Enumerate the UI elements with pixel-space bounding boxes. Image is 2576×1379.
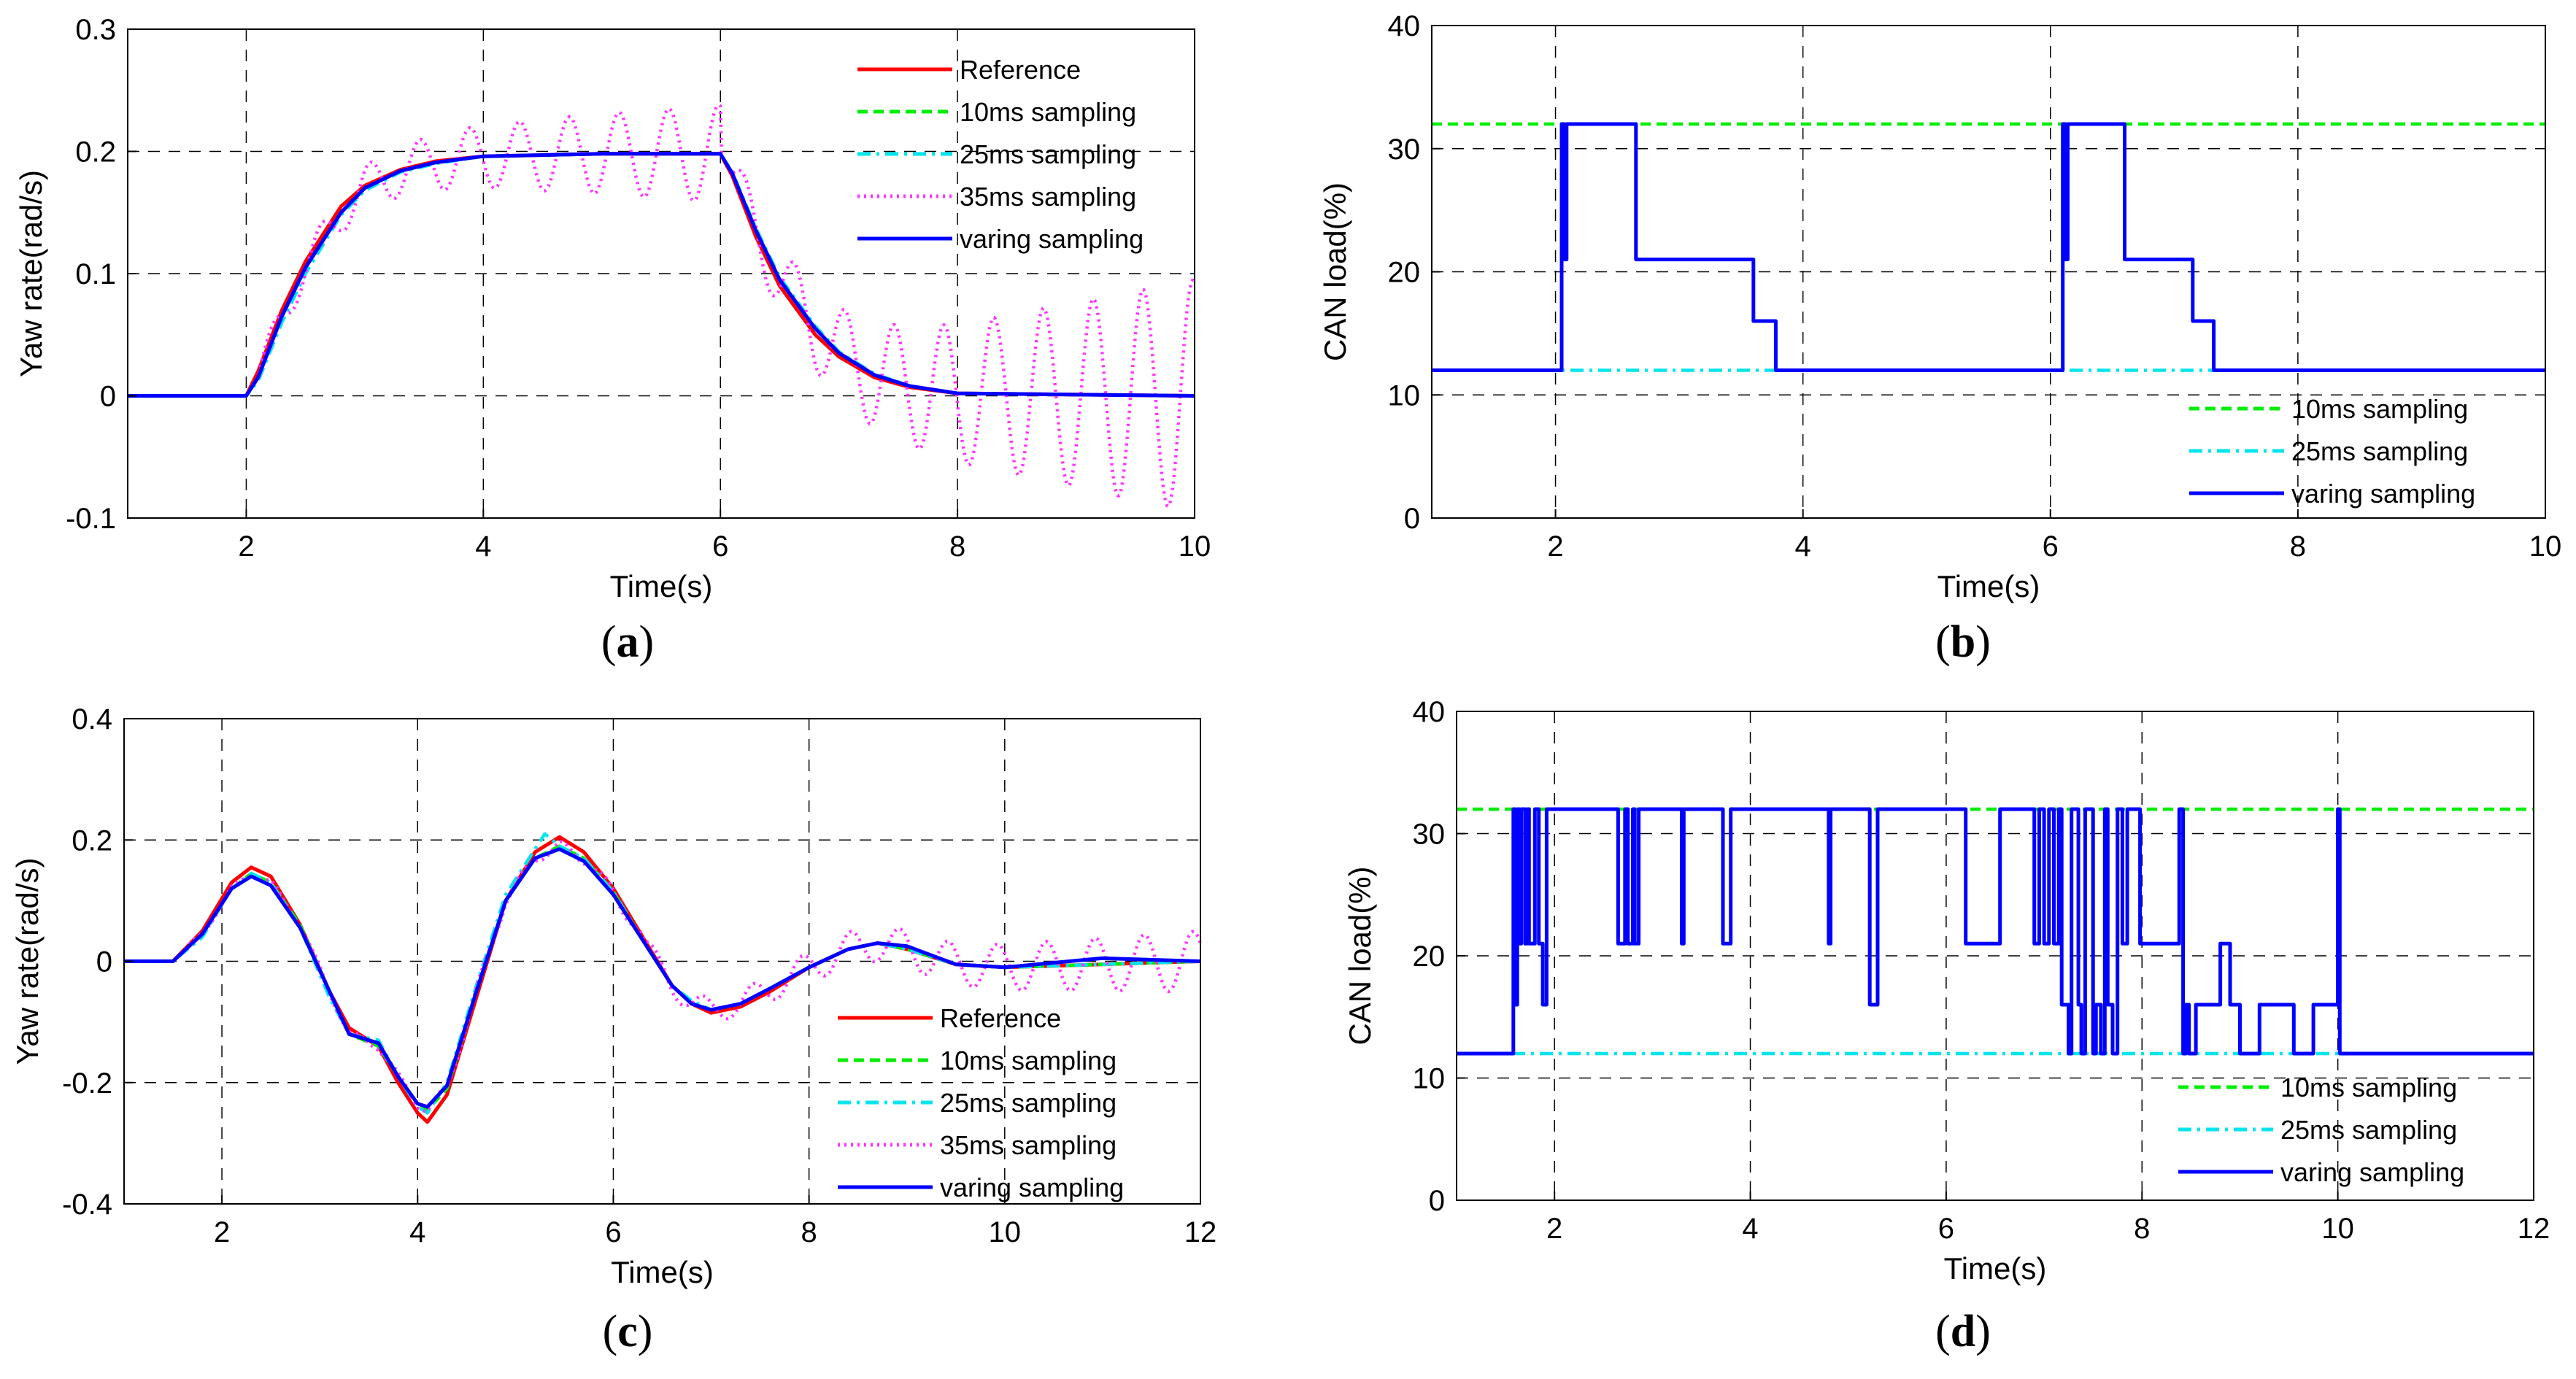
x-tick-label: 4	[475, 530, 491, 563]
legend-entry: 10ms sampling	[960, 97, 1136, 127]
y-axis-label: Yaw rate(rad/s)	[10, 858, 45, 1065]
x-tick-label: 4	[409, 1216, 425, 1248]
x-tick-label: 10	[989, 1216, 1022, 1248]
y-tick-label: 0.1	[75, 258, 116, 290]
x-tick-label: 4	[1795, 530, 1811, 563]
y-tick-label: 0.2	[72, 824, 112, 857]
legend-entry: 10ms sampling	[940, 1046, 1117, 1075]
panel-label: (b)	[1935, 617, 1991, 667]
x-tick-label: 12	[2518, 1213, 2550, 1245]
y-axis-label: Yaw rate(rad/s)	[14, 170, 48, 377]
x-axis-label: Time(s)	[1944, 1251, 2047, 1286]
legend-entry: Reference	[940, 1003, 1061, 1033]
y-tick-label: 0.3	[75, 14, 116, 46]
legend-entry: 25ms sampling	[940, 1088, 1117, 1118]
y-tick-label: 0	[1429, 1185, 1445, 1217]
y-tick-label: 30	[1388, 134, 1421, 166]
legend-entry: 10ms sampling	[2291, 394, 2468, 424]
y-tick-label: 20	[1388, 257, 1421, 289]
x-tick-label: 8	[2290, 530, 2306, 563]
y-tick-label: 0.4	[72, 703, 112, 735]
y-tick-label: 0	[1404, 503, 1420, 535]
x-tick-label: 10	[2529, 530, 2562, 563]
x-tick-label: 2	[238, 530, 254, 563]
legend-entry: 10ms sampling	[2280, 1073, 2457, 1102]
series-line-varing-sampling	[1432, 122, 2545, 372]
x-tick-label: 2	[214, 1216, 230, 1248]
y-tick-label: 10	[1413, 1063, 1446, 1095]
x-tick-label: 12	[1184, 1216, 1217, 1248]
legend-entry: Reference	[960, 55, 1081, 85]
panel-a: 2 4 6 8 10 -0.1 0 0.1 0.2 0.3 Time(s) Yaw rate(rad/…	[14, 14, 1211, 667]
y-tick-label: 40	[1413, 696, 1446, 728]
x-axis-label: Time(s)	[611, 1255, 714, 1289]
y-tick-label: 0	[96, 946, 112, 978]
legend-entry: 25ms sampling	[960, 139, 1136, 169]
y-tick-label: 30	[1413, 819, 1446, 851]
legend-entry: varing sampling	[960, 224, 1144, 254]
y-tick-label: 40	[1388, 10, 1421, 42]
x-tick-label: 10	[1179, 530, 1211, 563]
y-tick-label: 10	[1388, 379, 1421, 412]
legend-entry: varing sampling	[940, 1173, 1124, 1202]
y-tick-label: -0.2	[62, 1067, 112, 1100]
legend-entry: varing sampling	[2291, 479, 2475, 509]
x-tick-label: 10	[2321, 1213, 2354, 1245]
y-tick-label: 20	[1413, 940, 1446, 973]
x-tick-label: 8	[949, 530, 965, 563]
x-axis-label: Time(s)	[610, 569, 713, 603]
series-line-varing-sampling	[128, 152, 1195, 398]
x-axis-label: Time(s)	[1937, 569, 2040, 603]
legend-entry: 25ms sampling	[2280, 1115, 2457, 1145]
x-tick-label: 6	[712, 530, 728, 563]
y-tick-label: -0.4	[62, 1189, 112, 1221]
x-tick-label: 4	[1742, 1213, 1758, 1245]
legend-entry: 35ms sampling	[960, 182, 1136, 212]
x-tick-label: 6	[1938, 1213, 1954, 1245]
panel-label: (c)	[603, 1307, 653, 1356]
x-tick-label: 2	[1546, 1213, 1562, 1245]
legend-entry: 25ms sampling	[2291, 436, 2468, 466]
x-tick-label: 8	[2134, 1213, 2150, 1245]
y-axis-label: CAN load(%)	[1318, 182, 1352, 361]
x-tick-label: 6	[605, 1216, 621, 1248]
panel-b: 2 4 6 8 10 0 10 20 30 40 Time(s) CAN load(%) 10ms sa…	[1318, 10, 2561, 667]
y-tick-label: -0.1	[66, 503, 116, 535]
y-axis-label: CAN load(%)	[1343, 866, 1377, 1045]
x-tick-label: 6	[2043, 530, 2059, 563]
legend-entry: varing sampling	[2280, 1157, 2464, 1187]
series-line-varing-sampling	[124, 847, 1201, 1109]
panel-d: 2 4 6 8 10 12 0 10 20 30 40 Time(s) CAN load(%) 10ms …	[1343, 696, 2550, 1356]
panel-c: 2 4 6 8 10 12 -0.4 -0.2 0 0.2 0.4 Time(s) Yaw rate(r…	[10, 703, 1216, 1356]
y-tick-label: 0.2	[75, 136, 116, 169]
x-tick-label: 2	[1547, 530, 1563, 563]
panel-label: (d)	[1935, 1307, 1991, 1356]
x-tick-label: 8	[801, 1216, 817, 1248]
legend-entry: 35ms sampling	[940, 1130, 1117, 1160]
series-line-varing-sampling	[1457, 807, 2534, 1056]
panel-label: (a)	[601, 617, 654, 667]
y-tick-label: 0	[100, 381, 116, 413]
